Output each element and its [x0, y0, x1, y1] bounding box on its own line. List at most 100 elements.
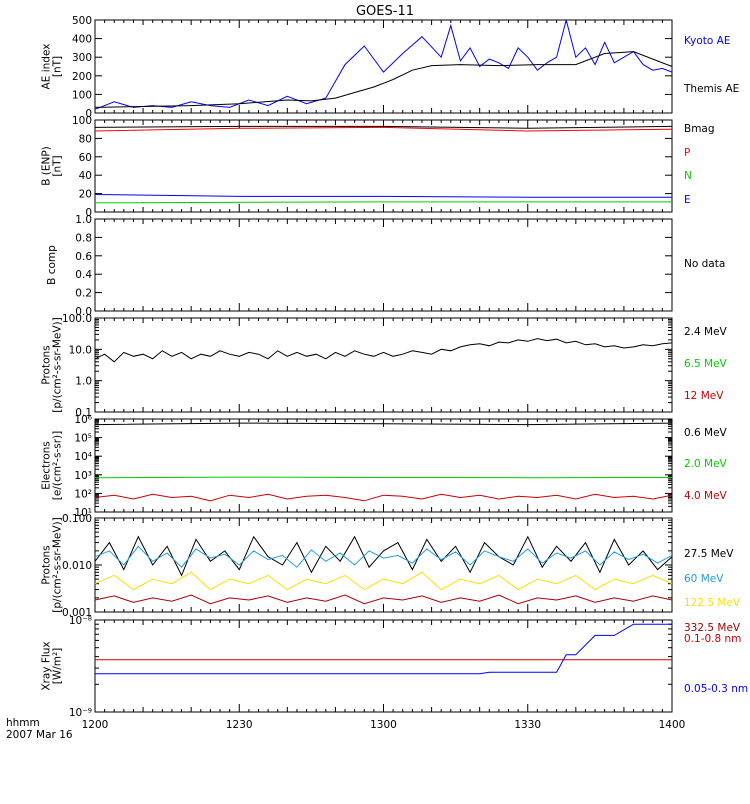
y-tick-label: 10³	[74, 470, 92, 482]
y-tick-label: 400	[72, 34, 92, 46]
legend-entry: 0.05-0.3 nm	[684, 683, 748, 695]
y-tick-label: 10.0	[69, 344, 92, 356]
y-axis-label: [e/(cm²-s-sr)]	[52, 431, 64, 500]
x-tick-label: 1330	[514, 719, 541, 731]
panel-4: 0.1 1.0 10.0 100.0 Protons [p/(cm²-s-sr-MeV)]…	[41, 313, 728, 419]
legend-entry: Themis AE	[683, 83, 739, 95]
legend-entry: 122.5 MeV	[684, 597, 741, 609]
legend-entry: 332.5 MeV	[684, 622, 741, 634]
legend-entry: N	[684, 170, 692, 182]
y-axis-label: [nT]	[52, 155, 64, 176]
y-tick-label: 300	[72, 52, 92, 64]
legend-entry: 12 MeV	[684, 390, 724, 402]
y-tick-label: 10⁶	[74, 414, 92, 426]
series-line	[94, 194, 672, 198]
y-axis-label: [p/(cm²-s-sr-MeV)]	[52, 317, 64, 412]
y-tick-label: 0.001	[62, 607, 92, 619]
y-axis-label: Protons	[41, 545, 53, 584]
y-tick-label: 10⁵	[74, 433, 92, 445]
y-tick-label: 40	[79, 170, 92, 182]
panel-frame	[94, 619, 673, 713]
y-axis-label: Protons	[41, 345, 53, 384]
legend-entry: 27.5 MeV	[684, 548, 734, 560]
series-line	[94, 51, 673, 108]
y-tick-label: 100	[72, 89, 92, 101]
legend-entry: 0.6 MeV	[684, 427, 728, 439]
series-line	[94, 571, 673, 591]
series-line	[94, 545, 673, 568]
y-tick-label: 0.8	[75, 232, 92, 244]
legend-entry: 0.1-0.8 nm	[684, 633, 741, 645]
y-tick-label: 20	[79, 189, 92, 201]
y-axis-label: AE index	[41, 44, 53, 90]
series-line	[94, 476, 673, 479]
date-label: 2007 Mar 16	[6, 729, 73, 741]
series-line	[94, 126, 673, 132]
series-line	[94, 535, 673, 577]
legend-entry: 6.5 MeV	[684, 358, 728, 370]
y-axis-label: Electrons	[41, 441, 53, 490]
panel-frame	[94, 317, 673, 413]
y-tick-label: 0.010	[62, 560, 92, 572]
panel-frame	[94, 119, 673, 213]
y-tick-label: 0	[85, 207, 92, 219]
x-tick-label: 1400	[659, 719, 686, 731]
y-axis-label: [p/(cm²-s-sr-MeV)]	[52, 517, 64, 612]
y-tick-label: 100	[72, 115, 92, 127]
y-tick-label: 500	[72, 15, 92, 27]
panel-3: 0.0 0.2 0.4 0.6 0.8 1.0 B comp No data	[46, 214, 725, 318]
legend-entry: E	[684, 194, 691, 206]
y-tick-label: 10⁴	[74, 451, 92, 463]
y-axis-label: Xray Flux	[41, 641, 53, 690]
x-tick-label: 1200	[82, 719, 109, 731]
panel-7: 10⁻⁹ 10⁻⁸ Xray Flux [W/m²] 0.1-0.8 nm 0.05-0.…	[41, 615, 749, 719]
series-line	[94, 201, 672, 204]
legend-entry: 60 MeV	[684, 573, 724, 585]
y-tick-label: 10¹	[74, 507, 92, 519]
y-axis-label: B (ENP)	[41, 146, 53, 186]
panel-2: 0 20 40 60 80 100 B (ENP) [nT] Bmag PNE	[41, 115, 715, 219]
y-tick-label: 1.0	[75, 376, 92, 388]
y-tick-label: 0.2	[75, 288, 92, 300]
x-tick-label: 1300	[370, 719, 397, 731]
y-tick-label: 60	[79, 152, 92, 164]
panel-1: 0 100 200 300 400 500 AE index [nT] Kyoto AE Them…	[41, 15, 740, 120]
legend-entry: Bmag	[684, 123, 715, 135]
y-tick-label: 0.6	[75, 251, 92, 263]
y-tick-label: 0.0	[75, 306, 92, 318]
series-line	[94, 422, 673, 426]
y-tick-label: 10⁻⁸	[69, 615, 92, 627]
y-tick-label: 0.100	[62, 513, 92, 525]
legend-entry: 2.0 MeV	[684, 458, 728, 470]
legend-entry: P	[684, 147, 690, 159]
no-data-message: No data	[684, 258, 725, 270]
y-tick-label: 1.0	[75, 214, 92, 226]
y-tick-label: 10²	[74, 488, 92, 500]
y-tick-label: 0.4	[75, 269, 92, 281]
y-tick-label: 0	[85, 108, 92, 120]
y-tick-label: 80	[79, 133, 92, 145]
series-line	[94, 594, 673, 605]
y-axis-label: [W/m²]	[52, 648, 64, 685]
panel-5: 10¹ 10² 10³ 10⁴ 10⁵ 10⁶ Electrons [e/(cm²-s-sr)…	[41, 414, 728, 519]
panel-frame	[94, 19, 673, 114]
panel-6: 0.001 0.010 0.100 Protons [p/(cm²-s-sr-MeV)]…	[41, 513, 741, 634]
legend-entry: 2.4 MeV	[684, 326, 728, 338]
time-axis-label: hhmm	[6, 717, 40, 729]
x-tick-label: 1230	[226, 719, 253, 731]
y-tick-label: 200	[72, 71, 92, 83]
series-line	[94, 19, 673, 110]
panel-frame	[94, 218, 673, 312]
series-line	[94, 338, 673, 363]
panel-frame	[94, 418, 673, 513]
legend-entry: 4.0 MeV	[684, 490, 728, 502]
y-axis-label: B comp	[46, 245, 58, 285]
series-line	[94, 493, 673, 502]
y-axis-label: [nT]	[52, 56, 64, 77]
series-line	[94, 125, 673, 129]
y-tick-label: 10⁻⁹	[69, 707, 92, 719]
legend-entry: Kyoto AE	[684, 35, 730, 47]
y-tick-label: 100.0	[62, 313, 92, 325]
